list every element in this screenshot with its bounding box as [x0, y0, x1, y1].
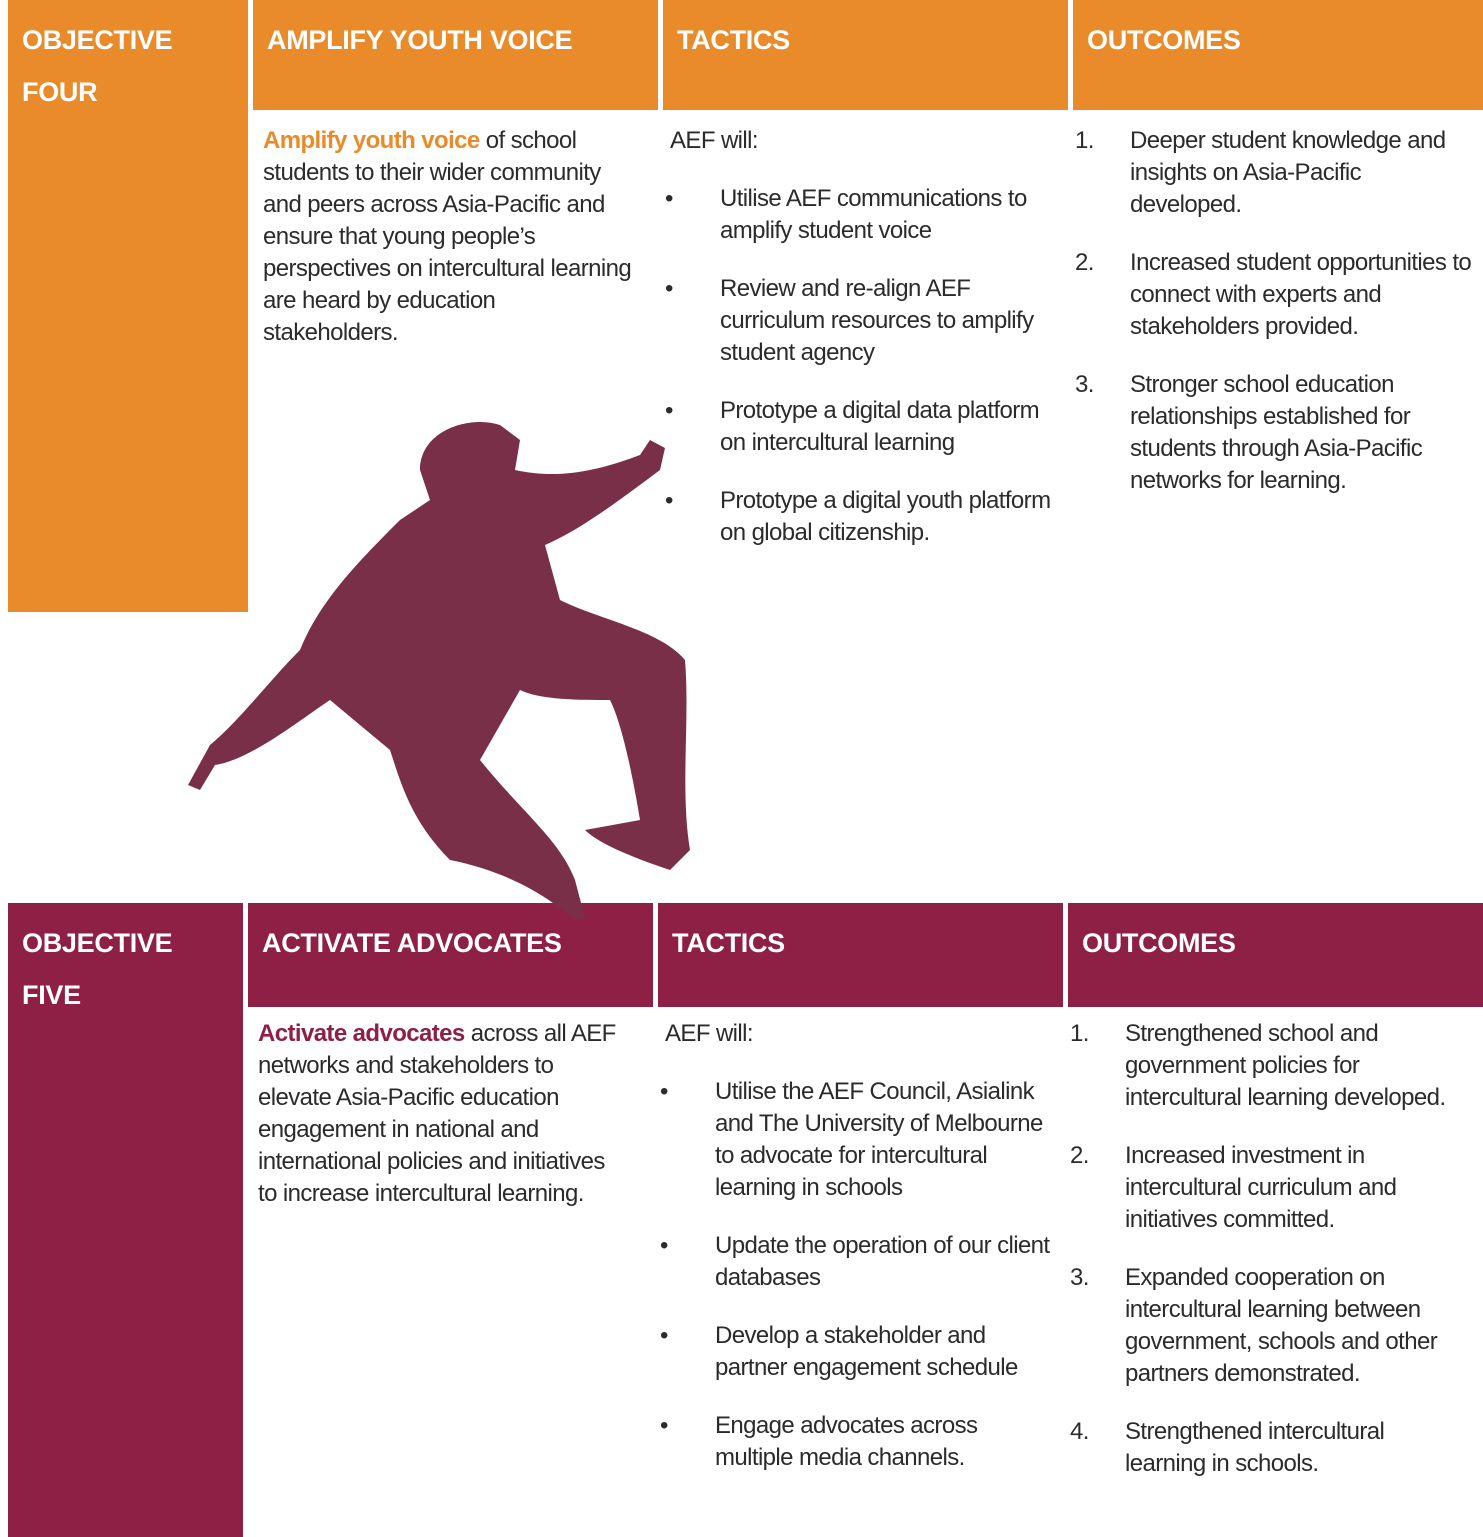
outcome-text: Deeper student knowledge and insights on… [1130, 127, 1446, 218]
tactic-item: • Prototype a digital data platform on in… [665, 395, 1065, 459]
tactic-item: • Develop a stakeholder and partner engag… [660, 1320, 1060, 1384]
header-title: ACTIVATE ADVOCATES [248, 903, 653, 1007]
tactic-text: Prototype a digital data platform on int… [720, 397, 1040, 456]
tactics-intro: AEF will: [670, 127, 759, 154]
outcome-number: 3. [1070, 1264, 1089, 1291]
bullet: • [660, 1078, 668, 1105]
tactics-intro: AEF will: [665, 1020, 754, 1047]
outcome-text: Increased investment in intercultural cu… [1125, 1142, 1397, 1233]
outcome-text: Strengthened intercultural learning in s… [1125, 1418, 1385, 1477]
outcome-item: 2. Increased investment in intercultural … [1070, 1140, 1470, 1236]
bullet: • [665, 397, 673, 424]
outcome-item: 1. Deeper student knowledge and insights … [1075, 125, 1475, 221]
outcome-item: 4. Strengthened intercultural learning in… [1070, 1416, 1470, 1480]
outcome-number: 2. [1070, 1142, 1089, 1169]
objective-column [8, 903, 243, 1537]
intro: Activate advocates across all AEF networ… [258, 1018, 628, 1210]
tactic-text: Review and re-align AEF curriculum resou… [720, 275, 1034, 366]
tactic-item: • Review and re-align AEF curriculum reso… [665, 273, 1065, 369]
bullet: • [665, 275, 673, 302]
tactic-text: Utilise the AEF Council, Asialink and Th… [715, 1078, 1043, 1201]
bullet: • [660, 1322, 668, 1349]
outcome-text: Strengthened school and government polic… [1125, 1020, 1446, 1111]
tactic-item: • Update the operation of our client data… [660, 1230, 1060, 1294]
tactics: AEF will: • Utilise AEF communications to … [665, 125, 1065, 575]
tactic-text: Prototype a digital youth platform on gl… [720, 487, 1051, 546]
outcomes: 1. Strengthened school and government pol… [1070, 1018, 1470, 1506]
header-outcomes: OUTCOMES [1068, 903, 1483, 1007]
outcome-number: 4. [1070, 1418, 1089, 1445]
outcome-number: 2. [1075, 249, 1094, 276]
outcome-text: Stronger school education relationships … [1130, 371, 1423, 494]
outcome-item: 2. Increased student opportunities to con… [1075, 247, 1475, 343]
intro-text: of school students to their wider commun… [263, 127, 632, 346]
bullet: • [665, 487, 673, 514]
outcome-item: 3. Expanded cooperation on intercultural … [1070, 1262, 1470, 1390]
header-tactics: TACTICS [658, 903, 1063, 1007]
intro-lead: Activate advocates [258, 1020, 465, 1047]
outcome-number: 1. [1075, 127, 1094, 154]
tactic-item: • Utilise the AEF Council, Asialink and T… [660, 1076, 1060, 1204]
tactic-item: • Utilise AEF communications to amplify s… [665, 183, 1065, 247]
outcome-item: 3. Stronger school education relationship… [1075, 369, 1475, 497]
tactics-list: • Utilise the AEF Council, Asialink and T… [660, 1076, 1060, 1474]
tactics-list: • Utilise AEF communications to amplify s… [665, 183, 1065, 549]
tactic-text: Engage advocates across multiple media c… [715, 1412, 978, 1471]
header-objective: OBJECTIVE FOUR [22, 25, 173, 107]
outcome-text: Increased student opportunities to conne… [1130, 249, 1472, 340]
tactics: AEF will: • Utilise the AEF Council, Asial… [660, 1018, 1060, 1500]
tactic-item: • Engage advocates across multiple media … [660, 1410, 1060, 1474]
objective-column [8, 0, 248, 612]
intro-text: across all AEF networks and stakeholders… [258, 1020, 616, 1207]
bullet: • [665, 185, 673, 212]
outcomes: 1. Deeper student knowledge and insights … [1075, 125, 1475, 523]
header-title: AMPLIFY YOUTH VOICE [253, 0, 658, 110]
bullet: • [660, 1412, 668, 1439]
header-tactics: TACTICS [663, 0, 1068, 110]
outcome-number: 1. [1070, 1020, 1089, 1047]
bullet: • [660, 1232, 668, 1259]
outcome-item: 1. Strengthened school and government pol… [1070, 1018, 1470, 1114]
intro: Amplify youth voice of school students t… [263, 125, 633, 349]
outcome-number: 3. [1075, 371, 1094, 398]
outcome-text: Expanded cooperation on intercultural le… [1125, 1264, 1438, 1387]
tactic-text: Utilise AEF communications to amplify st… [720, 185, 1027, 244]
tactic-text: Update the operation of our client datab… [715, 1232, 1050, 1291]
tactic-item: • Prototype a digital youth platform on g… [665, 485, 1065, 549]
header-objective: OBJECTIVE FIVE [22, 928, 173, 1010]
header-outcomes: OUTCOMES [1073, 0, 1483, 110]
intro-lead: Amplify youth voice [263, 127, 480, 154]
tactic-text: Develop a stakeholder and partner engage… [715, 1322, 1018, 1381]
